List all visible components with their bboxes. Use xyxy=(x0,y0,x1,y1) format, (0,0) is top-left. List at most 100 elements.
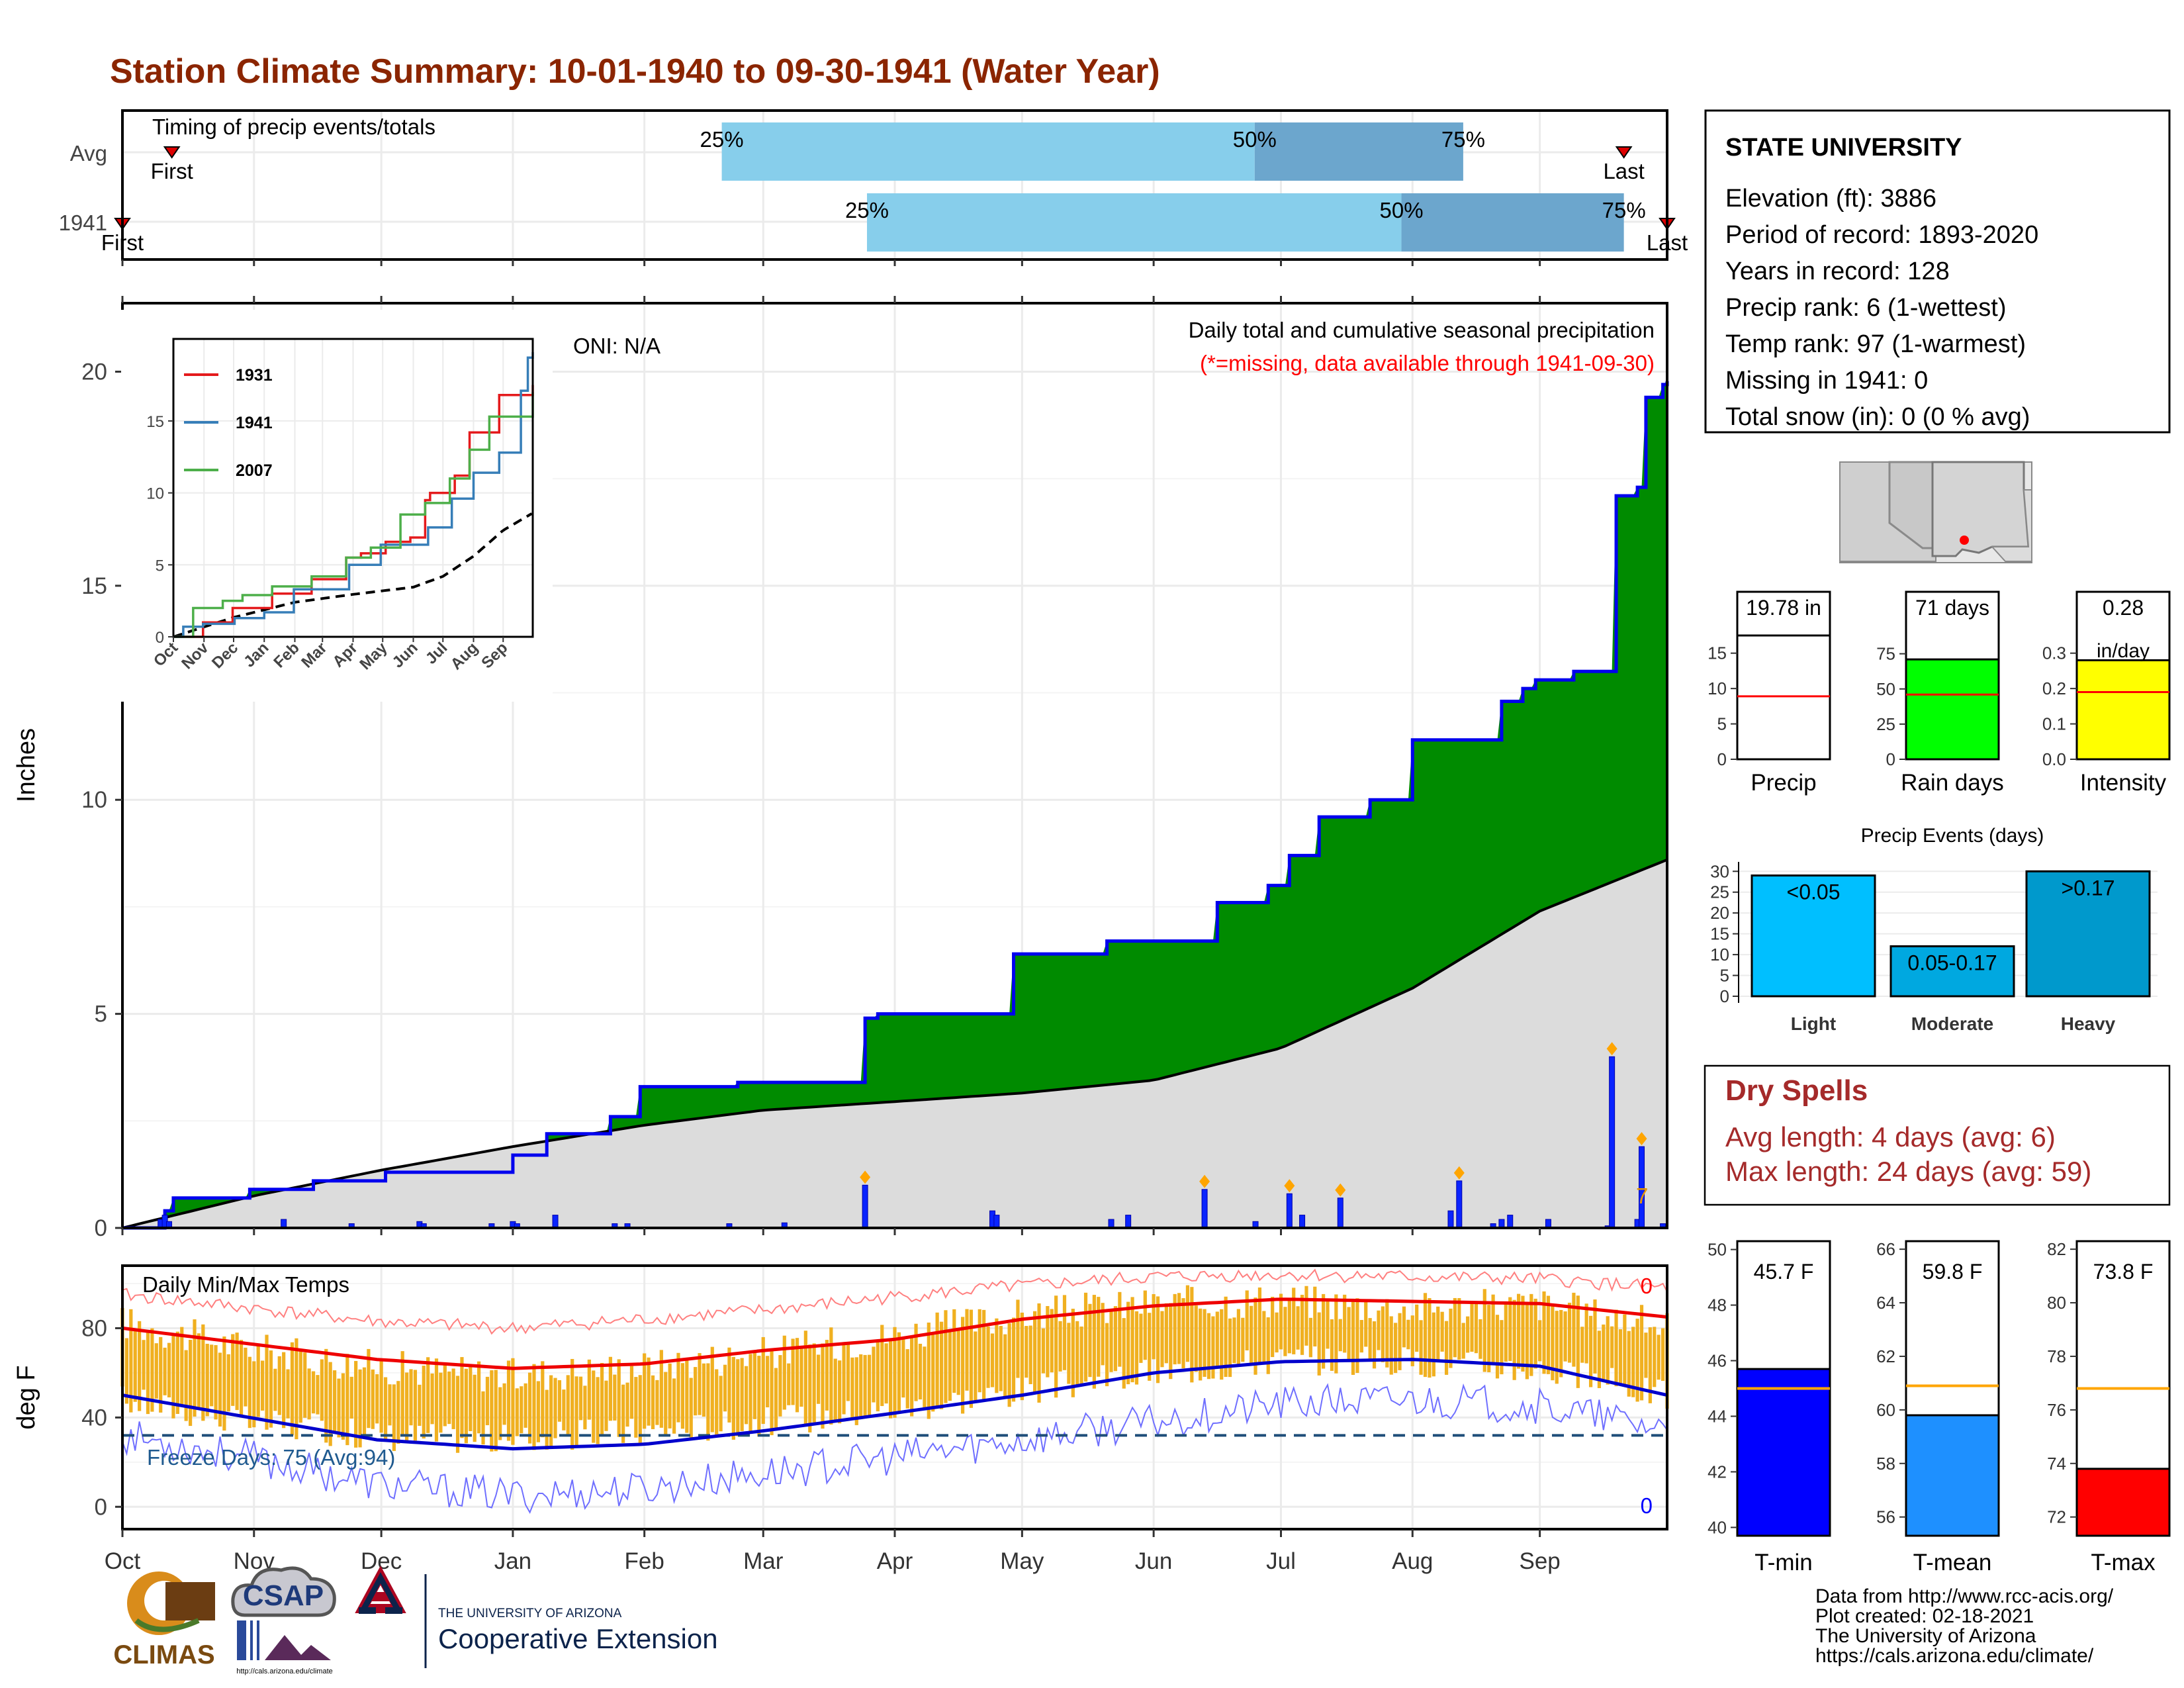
daily-temp-range-bar xyxy=(1377,1310,1381,1350)
daily-temp-range-bar xyxy=(1661,1328,1665,1382)
daily-temp-range-bar xyxy=(1444,1321,1449,1375)
daily-temp-range-bar xyxy=(1062,1295,1067,1370)
daily-temp-range-bar xyxy=(651,1375,655,1429)
daily-temp-range-bar xyxy=(1398,1313,1402,1370)
daily-temp-range-bar xyxy=(469,1365,473,1432)
temp-y-tick-label: 80 xyxy=(81,1315,107,1341)
daily-precip-bar xyxy=(1456,1180,1463,1229)
daily-temp-range-bar xyxy=(990,1333,995,1387)
events-tick-label: 20 xyxy=(1710,903,1729,923)
daily-temp-range-bar xyxy=(982,1309,986,1401)
daily-temp-range-bar xyxy=(252,1361,256,1428)
temp-bar-value xyxy=(1736,1368,1831,1537)
daily-temp-range-bar xyxy=(1504,1301,1508,1362)
daily-temp-range-bar xyxy=(791,1338,795,1405)
daily-temp-range-bar xyxy=(1313,1286,1317,1347)
daily-temp-range-bar xyxy=(1572,1292,1576,1367)
timing-last-label: Last xyxy=(1603,159,1644,183)
daily-temp-range-bar xyxy=(1164,1303,1168,1364)
temperature-panel: 0 40 80 Daily Min/Max Temps deg F Freeze D… xyxy=(13,1264,1669,1530)
daily-temp-range-bar xyxy=(884,1343,888,1404)
daily-temp-range-bar xyxy=(1533,1298,1537,1369)
daily-temp-range-bar xyxy=(1296,1306,1300,1350)
daily-temp-range-bar xyxy=(1322,1293,1326,1369)
daily-temp-range-bar xyxy=(265,1335,269,1430)
daily-temp-range-bar xyxy=(214,1345,218,1420)
daily-temp-range-bar xyxy=(1228,1318,1232,1378)
mini-bar-value xyxy=(2075,659,2171,761)
daily-temp-range-bar xyxy=(1359,1320,1363,1353)
daily-temp-range-bar xyxy=(1372,1321,1377,1369)
daily-temp-range-bar xyxy=(188,1339,193,1427)
daily-temp-range-bar xyxy=(854,1357,858,1425)
daily-temp-range-bar xyxy=(163,1347,167,1395)
daily-temp-range-bar xyxy=(969,1309,974,1408)
daily-temp-range-bar xyxy=(812,1343,816,1423)
daily-temp-range-bar xyxy=(744,1366,749,1425)
daily-temp-range-bar xyxy=(1271,1297,1275,1358)
daily-temp-range-bar xyxy=(184,1350,188,1421)
temp-y-tick-label: 0 xyxy=(95,1494,107,1520)
mini-bar-tick-label: 50 xyxy=(1876,679,1895,699)
daily-temp-range-bar xyxy=(545,1389,549,1450)
daily-temp-range-bar xyxy=(1351,1299,1355,1375)
daily-temp-range-bar xyxy=(1551,1303,1555,1381)
daily-temp-range-bar xyxy=(506,1360,511,1441)
daily-temp-range-bar xyxy=(761,1336,765,1425)
mini-bar-value xyxy=(1736,634,1831,761)
record-high-count: 0 xyxy=(1641,1274,1653,1298)
daily-temp-range-bar xyxy=(269,1350,273,1428)
daily-temp-range-bar xyxy=(1428,1297,1432,1378)
daily-temp-range-bar xyxy=(222,1336,226,1431)
daily-temp-range-bar xyxy=(231,1334,235,1406)
daily-temp-range-bar xyxy=(146,1331,150,1415)
daily-temp-range-bar xyxy=(333,1370,337,1433)
daily-precip-bar xyxy=(1609,1056,1615,1229)
daily-temp-range-bar xyxy=(1470,1303,1474,1352)
daily-temp-range-bar xyxy=(850,1357,854,1419)
daily-temp-range-bar xyxy=(838,1360,842,1424)
month-label: Mar xyxy=(743,1548,784,1574)
daily-temp-range-bar xyxy=(358,1369,362,1448)
daily-temp-range-bar xyxy=(1588,1315,1593,1387)
temp-bar-tick-label: 62 xyxy=(1876,1346,1895,1366)
daily-temp-range-bar xyxy=(1032,1311,1037,1394)
daily-temp-range-bar xyxy=(1079,1326,1083,1385)
daily-temp-range-bar xyxy=(307,1368,311,1420)
events-tick-label: 25 xyxy=(1710,882,1729,902)
daily-temp-range-bar xyxy=(1631,1327,1635,1397)
station-info-box: STATE UNIVERSITY Elevation (ft): 3886 Pe… xyxy=(1704,109,2171,434)
daily-temp-range-bar xyxy=(1474,1301,1479,1354)
daily-temp-range-bar xyxy=(1181,1298,1185,1369)
temp-bar-tick-label: 58 xyxy=(1876,1454,1895,1474)
csap-logo: CSAP http://cals.arizona.edu/climate xyxy=(231,1566,336,1675)
daily-temp-range-bar xyxy=(1122,1318,1126,1389)
daily-temp-range-bar xyxy=(702,1363,706,1417)
daily-temp-range-bar xyxy=(621,1384,625,1443)
temp-bar-tick-label: 66 xyxy=(1876,1239,1895,1259)
events-bar-label: <0.05 xyxy=(1787,880,1841,904)
daily-precip-bar xyxy=(1286,1193,1293,1229)
daily-temp-range-bar xyxy=(324,1348,328,1443)
events-bar-label: >0.17 xyxy=(2062,876,2115,900)
inset-legend-label: 2007 xyxy=(236,461,273,480)
daily-temp-range-bar xyxy=(1368,1318,1372,1359)
month-label: Jun xyxy=(1135,1548,1172,1574)
daily-temp-range-bar xyxy=(1308,1317,1312,1358)
daily-temp-range-bar xyxy=(766,1356,770,1408)
daily-temp-range-bar xyxy=(1177,1293,1181,1364)
daily-temp-range-bar xyxy=(1326,1298,1330,1349)
daily-temp-range-bar xyxy=(1156,1296,1160,1383)
timing-first-label: First xyxy=(151,159,193,183)
daily-temp-range-bar xyxy=(1279,1293,1283,1350)
daily-temp-range-bar xyxy=(1007,1323,1011,1407)
daily-temp-range-bar xyxy=(1173,1293,1177,1365)
daily-temp-range-bar xyxy=(557,1380,562,1422)
dry-spells-max: Max length: 24 days (avg: 59) xyxy=(1725,1156,2091,1187)
daily-temp-range-bar xyxy=(643,1353,647,1429)
freeze-days-label: Freeze Days: 75 (Avg:94) xyxy=(147,1445,395,1470)
footer-credits: Data from http://www.rcc-acis.org/ Plot … xyxy=(1815,1585,2114,1667)
daily-temp-range-bar xyxy=(295,1338,298,1440)
